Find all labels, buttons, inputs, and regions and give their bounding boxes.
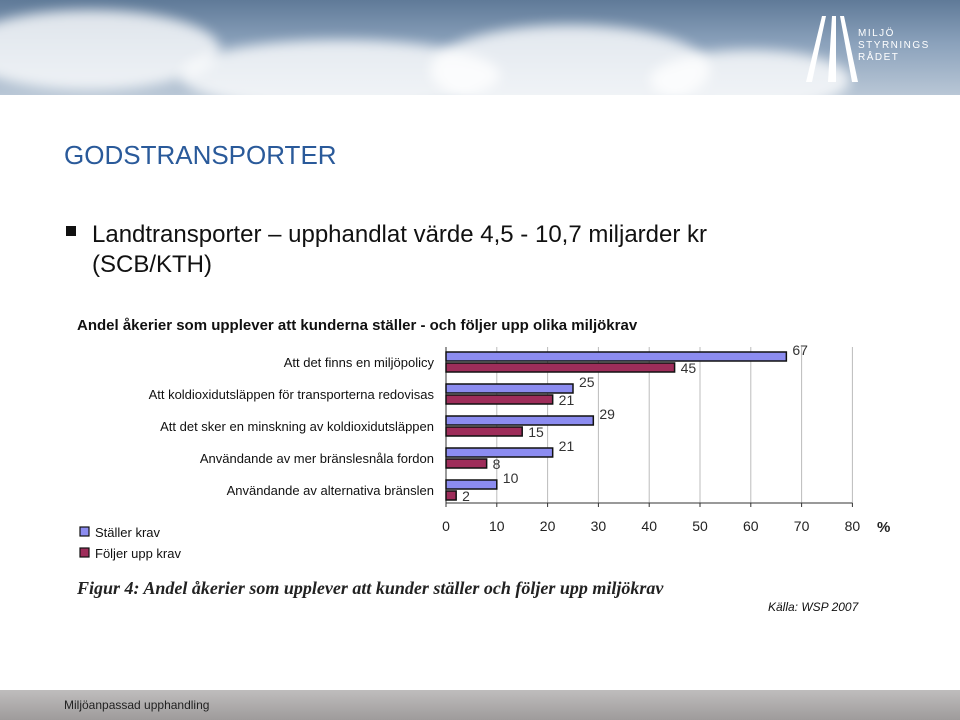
legend-label: Ställer krav [95,525,161,540]
x-tick-label: 50 [692,518,708,534]
bar-foljer-upp-krav [445,458,488,469]
bar-staller-krav [445,415,595,426]
data-label: 21 [559,392,575,408]
logo-line: RÅDET [858,52,900,63]
x-tick-label: 40 [641,518,657,534]
bullet-text: Landtransporter – upphandlat värde 4,5 -… [92,220,812,280]
data-label: 21 [559,438,575,454]
bullet-square-icon [66,226,76,236]
logo-text: MILJÖ STYRNINGS RÅDET [858,28,930,64]
category-label: Att det sker en minskning av koldioxidut… [160,419,434,434]
source-note: Källa: WSP 2007 [768,600,859,614]
bar-staller-krav [445,383,574,394]
figure-caption: Figur 4: Andel åkerier som upplever att … [77,578,664,598]
x-tick-label: 0 [442,518,450,534]
x-tick-label: 20 [540,518,556,534]
header-banner: MILJÖ STYRNINGS RÅDET [0,0,960,95]
logo-mark-icon [806,16,858,82]
data-label: 45 [681,360,697,376]
x-tick-label: 80 [845,518,861,534]
logo-line: MILJÖ [858,28,895,39]
category-label: Att koldioxidutsläppen för transporterna… [149,387,435,402]
bar-chart: Andel åkerier som upplever att kunderna … [77,317,890,561]
x-tick-label: 30 [591,518,607,534]
bar-foljer-upp-krav [445,490,457,501]
x-tick-label: 70 [794,518,810,534]
legend-label: Följer upp krav [95,546,181,561]
x-tick-label: 60 [743,518,759,534]
data-label: 29 [599,406,615,422]
bar-foljer-upp-krav [445,426,523,437]
data-label: 67 [792,342,808,358]
bar-foljer-upp-krav [445,394,554,405]
bar-foljer-upp-krav [445,362,676,373]
bar-staller-krav [445,447,554,458]
category-label: Att det finns en miljöpolicy [284,355,435,370]
miljostyrningsradet-logo: MILJÖ STYRNINGS RÅDET [802,14,942,84]
bar-staller-krav [445,479,498,490]
data-label: 15 [528,424,544,440]
data-label: 2 [462,488,470,504]
x-unit-label: % [877,519,890,536]
x-tick-label: 10 [489,518,505,534]
footer-bar: Miljöanpassad upphandling [0,690,960,720]
data-label: 8 [493,456,501,472]
slide-title: GODSTRANSPORTER [64,140,337,170]
data-label: 10 [503,470,519,486]
legend-swatch [79,547,90,558]
chart-title: Andel åkerier som upplever att kunderna … [77,317,638,334]
bullet-line: (SCB/KTH) [92,251,212,278]
category-label: Användande av mer bränslesnåla fordon [200,451,434,466]
bullet-line: Landtransporter – upphandlat värde 4,5 -… [92,221,708,248]
category-label: Användande av alternativa bränslen [227,483,434,498]
footer-text: Miljöanpassad upphandling [64,698,210,712]
logo-line: STYRNINGS [858,40,930,51]
bar-staller-krav [445,351,788,362]
data-label: 25 [579,374,595,390]
legend-swatch [79,526,90,537]
